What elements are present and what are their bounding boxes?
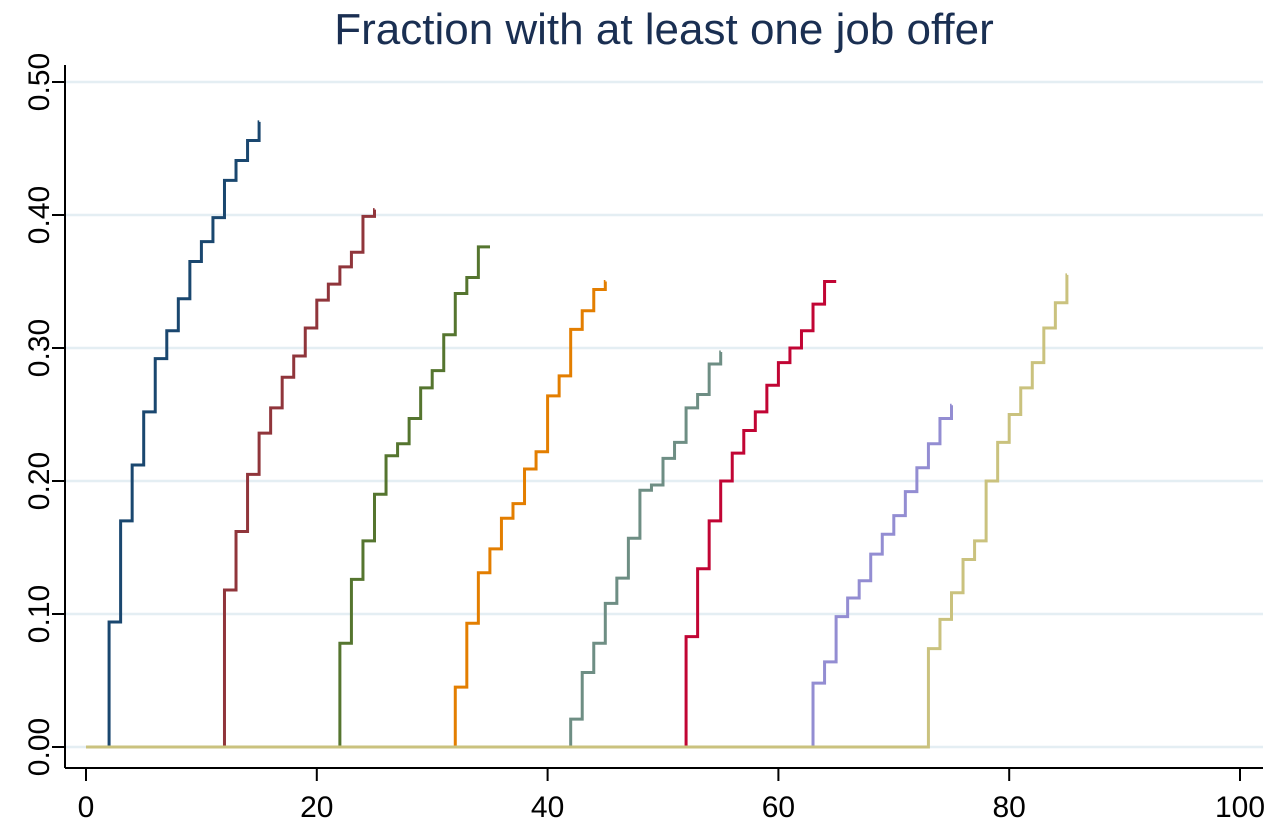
series-line-3 <box>86 245 490 749</box>
chart-title: Fraction with at least one job offer <box>334 5 994 54</box>
series-line-4 <box>86 280 607 749</box>
series-line-5 <box>86 350 723 749</box>
x-tick-label: 80 <box>993 791 1026 824</box>
x-tick-label: 60 <box>762 791 795 824</box>
y-tick-label: 0.00 <box>23 718 56 776</box>
y-tick-label: 0.10 <box>23 585 56 643</box>
series-group <box>86 120 1069 749</box>
series-line-1 <box>86 120 261 749</box>
series-line-7 <box>86 403 953 749</box>
x-tick-label: 0 <box>78 791 95 824</box>
series-line-6 <box>86 280 837 749</box>
y-tick-label: 0.50 <box>23 53 56 111</box>
x-tick-label: 40 <box>531 791 564 824</box>
ticks: 0.00 0.10 0.20 0.30 0.40 0.50 0 20 40 60 80 100 <box>23 53 1265 824</box>
y-tick-label: 0.30 <box>23 319 56 377</box>
x-tick-label: 20 <box>300 791 333 824</box>
series-line-2 <box>86 208 376 749</box>
y-tick-label: 0.40 <box>23 186 56 244</box>
y-tick-label: 0.20 <box>23 452 56 510</box>
grid <box>66 80 1263 749</box>
axes <box>64 65 1263 769</box>
x-tick-label: 100 <box>1215 791 1265 824</box>
series-line-8 <box>86 273 1069 749</box>
